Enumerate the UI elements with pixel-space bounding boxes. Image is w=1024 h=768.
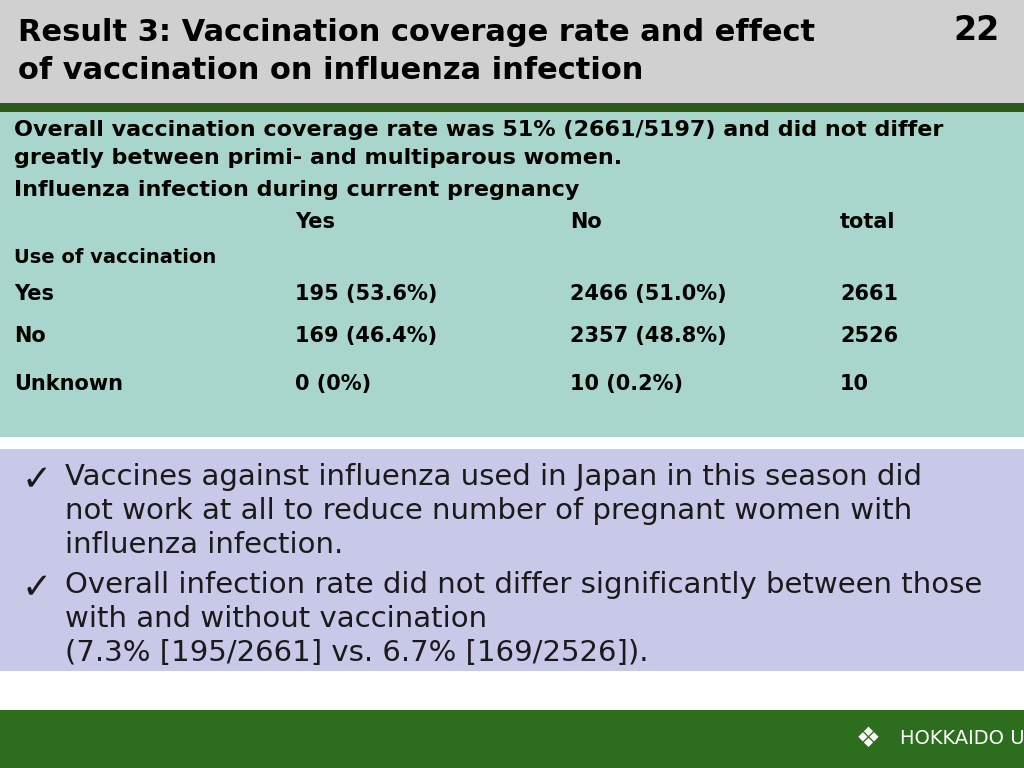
Text: Result 3: Vaccination coverage rate and effect: Result 3: Vaccination coverage rate and … [18,18,815,47]
Text: total: total [840,212,896,232]
FancyBboxPatch shape [0,671,1024,710]
Text: 2466 (51.0%): 2466 (51.0%) [570,284,727,304]
FancyBboxPatch shape [0,449,1024,671]
FancyBboxPatch shape [0,437,1024,449]
Text: 169 (46.4%): 169 (46.4%) [295,326,437,346]
Text: 2357 (48.8%): 2357 (48.8%) [570,326,727,346]
Text: not work at all to reduce number of pregnant women with: not work at all to reduce number of preg… [65,497,912,525]
Text: 0 (0%): 0 (0%) [295,374,371,394]
Text: 2526: 2526 [840,326,898,346]
Text: Influenza infection during current pregnancy: Influenza infection during current pregn… [14,180,580,200]
Text: (7.3% [195/2661] vs. 6.7% [169/2526]).: (7.3% [195/2661] vs. 6.7% [169/2526]). [65,639,648,667]
Text: 195 (53.6%): 195 (53.6%) [295,284,437,304]
Text: Use of vaccination: Use of vaccination [14,248,216,267]
Text: ❖: ❖ [856,725,881,753]
FancyBboxPatch shape [0,0,1024,103]
Text: Overall vaccination coverage rate was 51% (2661/5197) and did not differ: Overall vaccination coverage rate was 51… [14,120,943,140]
Text: Overall infection rate did not differ significantly between those: Overall infection rate did not differ si… [65,571,982,599]
Text: ✓: ✓ [22,571,52,605]
Text: ✓: ✓ [22,463,52,497]
Text: HOKKAIDO UNIVERSITY: HOKKAIDO UNIVERSITY [900,730,1024,749]
Text: with and without vaccination: with and without vaccination [65,605,487,633]
Text: 10: 10 [840,374,869,394]
Text: Unknown: Unknown [14,374,123,394]
Text: influenza infection.: influenza infection. [65,531,343,559]
Text: 10 (0.2%): 10 (0.2%) [570,374,683,394]
Text: 2661: 2661 [840,284,898,304]
Text: No: No [14,326,46,346]
Text: of vaccination on influenza infection: of vaccination on influenza infection [18,56,643,85]
Text: greatly between primi- and multiparous women.: greatly between primi- and multiparous w… [14,148,623,168]
Text: Yes: Yes [14,284,54,304]
FancyBboxPatch shape [0,710,1024,768]
Text: No: No [570,212,602,232]
FancyBboxPatch shape [0,112,1024,437]
Text: Vaccines against influenza used in Japan in this season did: Vaccines against influenza used in Japan… [65,463,922,491]
Text: 22: 22 [953,14,1000,47]
FancyBboxPatch shape [0,103,1024,112]
Text: Yes: Yes [295,212,335,232]
